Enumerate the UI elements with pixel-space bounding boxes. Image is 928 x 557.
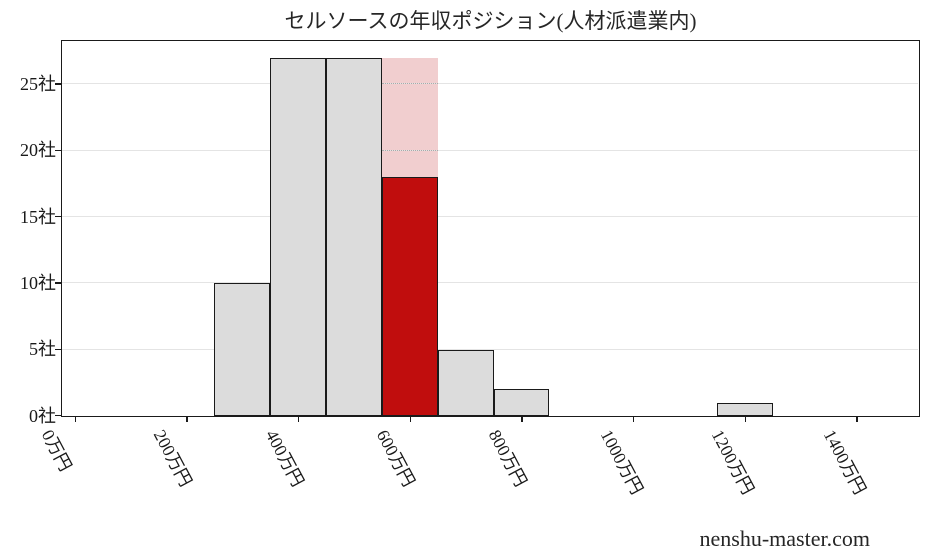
- histogram-bar: [716, 402, 773, 416]
- gridline-dotted: [381, 149, 438, 151]
- x-tick-label: 1000万円: [596, 426, 647, 498]
- x-tick-label: 800万円: [484, 426, 532, 490]
- x-tick-label: 0万円: [38, 426, 77, 475]
- gridline: [62, 348, 918, 350]
- gridline-dotted: [381, 83, 438, 85]
- y-tick-label: 5社: [29, 339, 56, 360]
- y-tick-label: 25社: [20, 73, 56, 94]
- x-tick-label: 200万円: [149, 426, 197, 490]
- gridline: [62, 83, 918, 85]
- histogram-bar: [214, 283, 271, 416]
- x-tick-label: 1200万円: [708, 426, 759, 498]
- x-tick-label: 600万円: [373, 426, 420, 490]
- highlight-band: [381, 57, 438, 178]
- x-tick-mark: [633, 415, 635, 422]
- y-tick-label: 10社: [20, 272, 56, 293]
- x-tick-mark: [298, 415, 300, 422]
- y-tick-mark: [55, 83, 61, 85]
- x-tick-label: 400万円: [261, 426, 308, 490]
- watermark: nenshu-master.com: [699, 526, 870, 551]
- x-tick-mark: [186, 415, 188, 422]
- x-tick-mark: [409, 415, 412, 422]
- y-tick-label: 0社: [29, 405, 56, 426]
- histogram-bar: [326, 57, 382, 416]
- x-tick-mark: [74, 415, 76, 422]
- plot-area: [61, 40, 920, 417]
- histogram-bar: [493, 389, 550, 416]
- y-tick-mark: [55, 282, 61, 284]
- histogram-bar: [270, 57, 327, 416]
- histogram-bar: [437, 349, 494, 416]
- highlight-bar: [381, 177, 438, 416]
- y-tick-mark: [55, 414, 61, 417]
- x-tick-mark: [521, 415, 523, 422]
- y-tick-label: 15社: [20, 206, 56, 227]
- gridline: [62, 282, 918, 284]
- gridline: [62, 216, 918, 218]
- x-tick-label: 1400万円: [819, 426, 871, 498]
- x-tick-mark: [744, 415, 747, 422]
- y-tick-mark: [55, 348, 61, 350]
- chart-title: セルソースの年収ポジション(人材派遣業内): [284, 9, 697, 33]
- y-tick-label: 20社: [20, 140, 56, 161]
- x-tick-mark: [856, 415, 858, 422]
- y-tick-mark: [55, 215, 61, 218]
- y-tick-mark: [55, 149, 61, 151]
- gridline: [62, 149, 918, 151]
